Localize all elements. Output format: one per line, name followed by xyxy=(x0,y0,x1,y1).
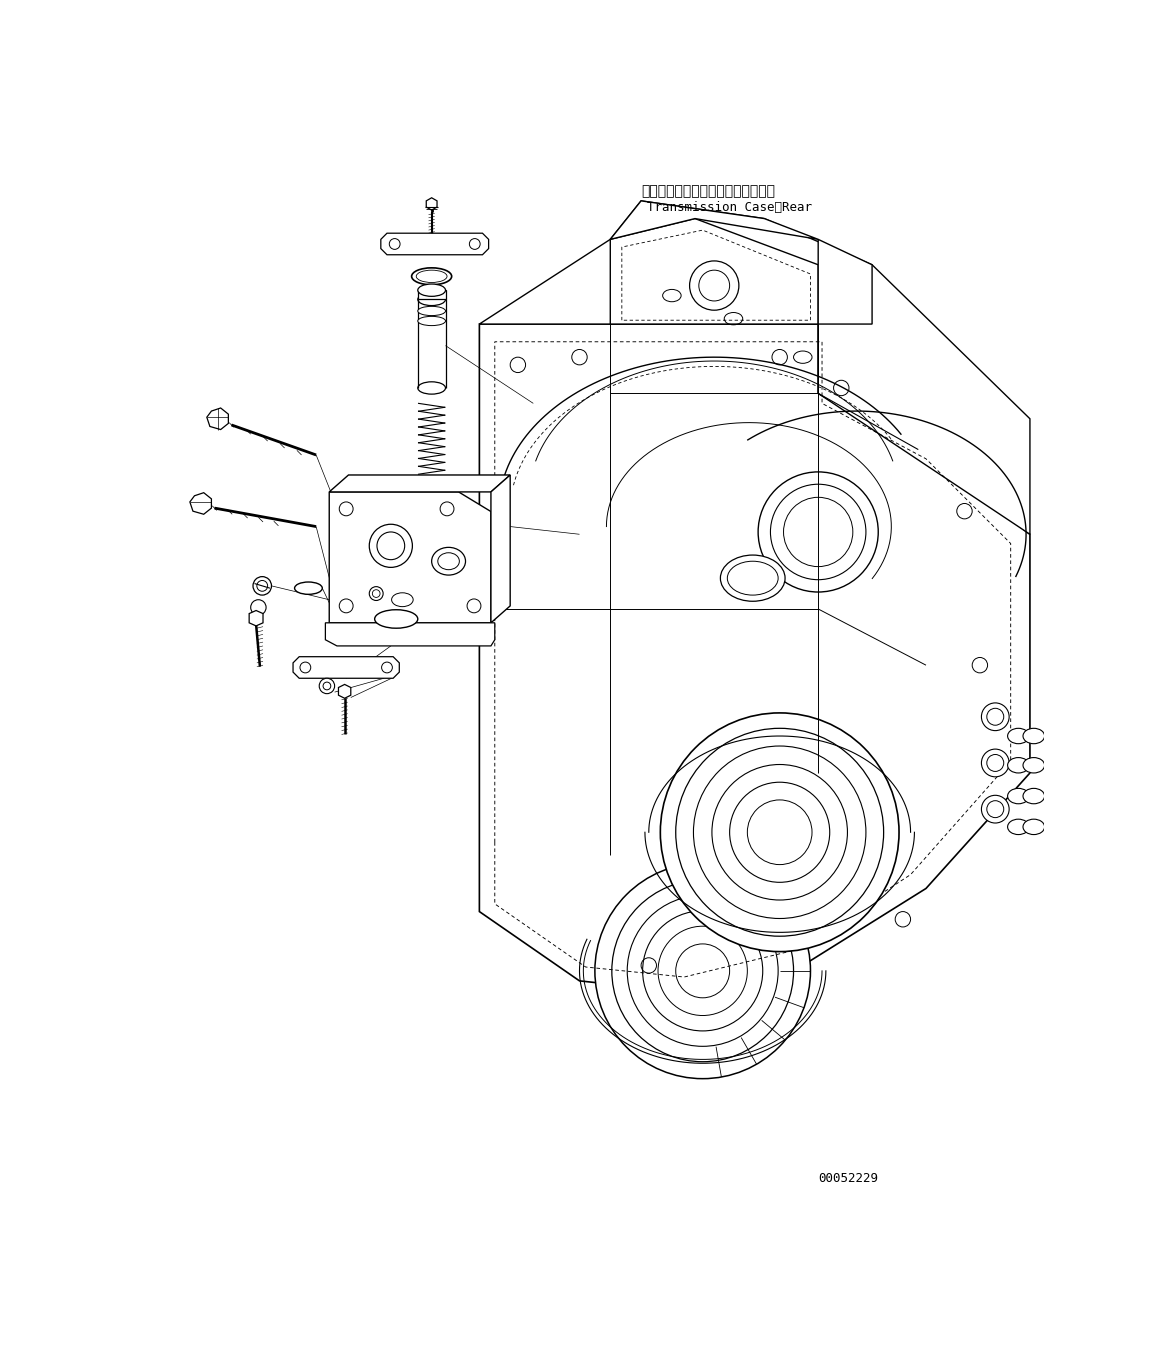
Polygon shape xyxy=(190,492,212,514)
Ellipse shape xyxy=(1007,728,1029,744)
Circle shape xyxy=(982,750,1009,777)
Ellipse shape xyxy=(374,610,418,628)
Circle shape xyxy=(470,238,480,249)
Ellipse shape xyxy=(1023,758,1044,773)
Polygon shape xyxy=(293,656,399,678)
Bar xyxy=(418,290,445,299)
Polygon shape xyxy=(207,409,228,429)
Ellipse shape xyxy=(412,268,451,284)
Polygon shape xyxy=(479,200,1030,534)
Circle shape xyxy=(661,713,899,951)
Circle shape xyxy=(319,678,335,694)
Ellipse shape xyxy=(1023,819,1044,835)
Ellipse shape xyxy=(1007,789,1029,804)
Text: 00052229: 00052229 xyxy=(819,1172,878,1185)
Ellipse shape xyxy=(418,294,445,306)
Polygon shape xyxy=(611,219,819,325)
Text: Transmission Case．Rear: Transmission Case．Rear xyxy=(648,200,812,214)
Circle shape xyxy=(982,796,1009,823)
Circle shape xyxy=(254,576,271,595)
Ellipse shape xyxy=(1007,758,1029,773)
Ellipse shape xyxy=(720,555,785,601)
Polygon shape xyxy=(326,622,494,645)
Ellipse shape xyxy=(294,582,322,594)
Circle shape xyxy=(690,261,739,310)
Ellipse shape xyxy=(418,284,445,296)
Ellipse shape xyxy=(418,306,445,315)
Circle shape xyxy=(758,472,878,593)
Ellipse shape xyxy=(418,317,445,326)
Ellipse shape xyxy=(1007,819,1029,835)
Polygon shape xyxy=(427,198,437,210)
Polygon shape xyxy=(380,233,488,254)
Circle shape xyxy=(468,599,481,613)
Text: トランスミッションケース、リヤー: トランスミッションケース、リヤー xyxy=(641,184,775,199)
Circle shape xyxy=(381,662,392,672)
Circle shape xyxy=(370,524,413,567)
Circle shape xyxy=(390,238,400,249)
Circle shape xyxy=(300,662,311,672)
Circle shape xyxy=(340,599,354,613)
Circle shape xyxy=(340,502,354,515)
Polygon shape xyxy=(479,325,1030,992)
Circle shape xyxy=(370,587,383,601)
Polygon shape xyxy=(329,492,491,622)
Polygon shape xyxy=(491,475,511,622)
Ellipse shape xyxy=(1023,728,1044,744)
Polygon shape xyxy=(338,685,351,698)
Ellipse shape xyxy=(392,593,413,606)
Polygon shape xyxy=(329,475,511,492)
Circle shape xyxy=(595,863,811,1078)
Polygon shape xyxy=(249,610,263,626)
Ellipse shape xyxy=(431,548,465,575)
Polygon shape xyxy=(611,200,819,239)
Circle shape xyxy=(982,704,1009,731)
Polygon shape xyxy=(819,239,872,325)
Circle shape xyxy=(251,599,266,616)
Ellipse shape xyxy=(1023,789,1044,804)
Circle shape xyxy=(440,502,454,515)
Ellipse shape xyxy=(418,382,445,394)
